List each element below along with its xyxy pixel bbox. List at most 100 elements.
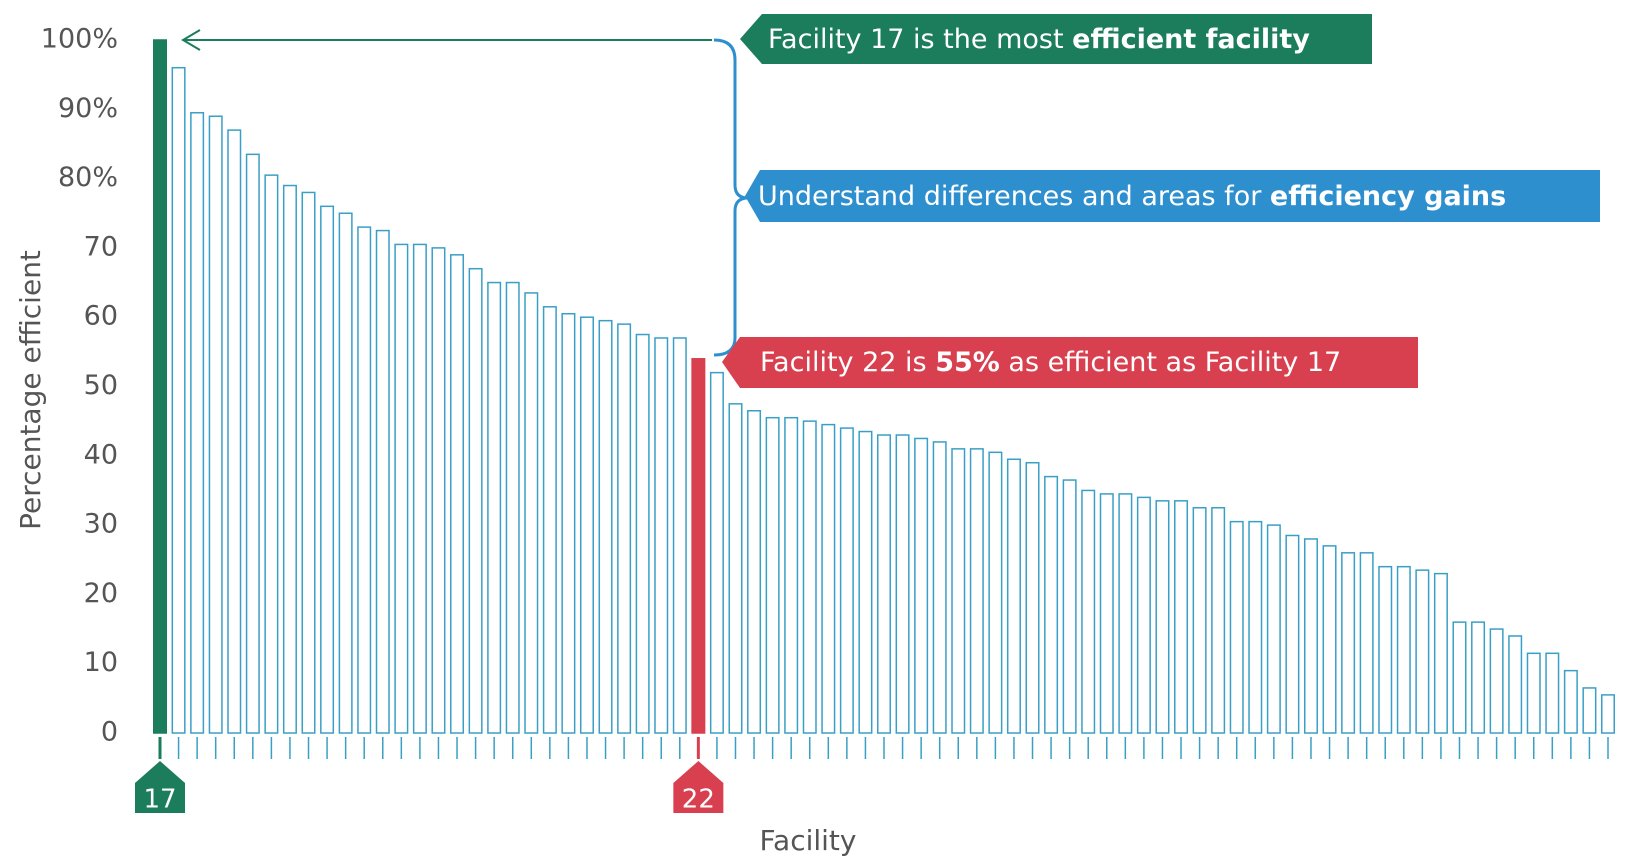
bar [802,420,817,734]
bar [1452,621,1467,734]
bar [1155,500,1170,734]
bar [301,191,316,734]
bar [1582,687,1597,734]
category-marker [135,761,185,813]
bar [1563,669,1578,734]
bar [1006,458,1021,734]
y-tick-label: 100% [41,24,118,55]
bar [245,153,260,734]
bar [932,441,947,734]
x-tick-label: 17 [143,785,176,815]
bar [1303,538,1318,734]
bar [988,451,1003,734]
bar [1118,493,1133,734]
bar [1285,534,1300,734]
bar [728,403,743,734]
bar [282,184,297,734]
bar [1266,524,1281,734]
bar [654,337,669,734]
bar [1211,507,1226,734]
y-tick-label: 10 [84,647,118,678]
annotation-part: efficient facility [1072,24,1310,55]
bar [357,226,372,734]
bar [1378,565,1393,734]
bar [524,292,539,734]
annotation-box [722,337,1418,388]
annotation-box [740,14,1372,64]
bar [1248,520,1263,734]
bar [635,333,650,734]
bar [784,416,799,734]
bar [617,323,632,734]
bar [858,430,873,734]
bar [598,319,613,734]
bar [375,229,390,734]
annotation-part: Understand differences and areas for [758,181,1270,212]
bar [1044,475,1059,734]
bar [450,254,465,734]
bar [153,39,167,734]
bar [412,243,427,734]
bar [709,371,724,734]
annotation-part: 55% [935,347,1000,378]
bar [1192,507,1207,734]
bar [394,243,409,734]
y-tick-label: 20 [84,578,118,609]
bar [1099,493,1114,734]
bar [1229,520,1244,734]
bar [171,66,186,734]
annotations: Facility 17 is the most efficient facili… [181,14,1600,388]
bar [1489,628,1504,734]
annotation-box [745,170,1600,222]
bar [1322,545,1337,734]
bar [1471,621,1486,734]
bar [1359,552,1374,734]
annotation-part: Facility 17 is the most [768,24,1072,55]
bar [1396,565,1411,734]
y-tick-label: 50 [84,370,118,401]
bar [821,423,836,734]
bar [1081,489,1096,734]
bar [431,247,446,734]
bar [1433,572,1448,734]
bar [1526,652,1541,734]
bar [914,437,929,734]
bar [487,281,502,734]
bar [338,212,353,734]
bar [1062,479,1077,734]
arrow-head [181,29,201,51]
bar [895,434,910,734]
bar [505,281,520,734]
bar [468,267,483,734]
bar [1025,461,1040,734]
bar [264,174,279,734]
bar [320,205,335,734]
y-tick-label: 90% [58,93,118,124]
bar [951,448,966,734]
bar [1508,635,1523,734]
category-marker [673,761,724,813]
annotation-text: Facility 22 is 55% as efficient as Facil… [760,347,1341,378]
bar [1341,552,1356,734]
bar [208,115,223,734]
bar [1601,694,1615,734]
bar [190,112,205,734]
bar [672,337,687,734]
y-tick-label: 30 [84,509,118,540]
y-axis-label: Percentage efficient [14,250,47,530]
y-tick-label: 0 [101,717,118,748]
y-tick-label: 80% [58,162,118,193]
bar [1174,500,1189,734]
annotation-text: Understand differences and areas for eff… [758,181,1506,212]
bar [691,358,706,734]
bar [542,306,557,734]
bar [747,410,762,734]
x-tick-label: 22 [682,785,715,815]
bar [839,427,854,734]
y-tick-label: 70 [84,231,118,262]
y-tick-label: 60 [84,301,118,332]
annotation-part: as efficient as Facility 17 [1000,347,1341,378]
bar [1415,569,1430,734]
y-tick-label: 40 [84,439,118,470]
bar [877,434,891,734]
